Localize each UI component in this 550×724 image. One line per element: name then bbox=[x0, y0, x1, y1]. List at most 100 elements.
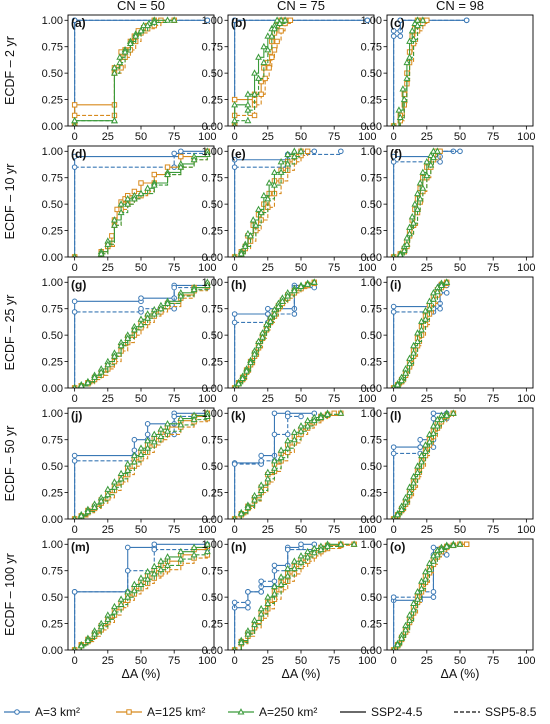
panel: 0 25 50 75 100 0.00 0.25 0.50 0.75 1.00 (b) bbox=[202, 14, 377, 143]
y-tick-label: 0.00 bbox=[361, 252, 382, 264]
data-point bbox=[317, 413, 325, 421]
data-point bbox=[71, 298, 78, 305]
data-point bbox=[271, 168, 278, 175]
data-point bbox=[414, 189, 421, 197]
x-tick-label: 75 bbox=[487, 131, 499, 143]
data-point bbox=[433, 147, 441, 154]
data-point bbox=[235, 379, 243, 387]
data-point bbox=[71, 164, 78, 170]
data-point bbox=[177, 547, 185, 555]
data-point bbox=[84, 378, 92, 386]
data-point bbox=[237, 509, 245, 517]
ecdf-line bbox=[74, 418, 208, 519]
data-point bbox=[364, 17, 371, 24]
data-point bbox=[171, 284, 177, 291]
x-tick-label: 0 bbox=[232, 262, 238, 274]
data-point bbox=[410, 341, 417, 349]
data-point bbox=[131, 436, 138, 443]
y-tick-label: 0.25 bbox=[202, 356, 223, 368]
data-point bbox=[304, 416, 312, 424]
data-point bbox=[190, 543, 198, 550]
series-A250-SSP5-8.5 bbox=[391, 147, 441, 257]
data-point bbox=[297, 427, 305, 434]
data-point bbox=[244, 106, 252, 113]
panel-plot-area bbox=[231, 409, 345, 519]
data-point bbox=[117, 595, 125, 602]
data-point bbox=[71, 116, 79, 124]
y-tick-label: 0.50 bbox=[42, 330, 63, 342]
x-tick-label: 75 bbox=[168, 131, 180, 143]
data-point bbox=[164, 299, 171, 306]
ecdf-line bbox=[234, 413, 342, 519]
data-point bbox=[157, 565, 165, 573]
data-point bbox=[422, 441, 429, 448]
data-point bbox=[144, 21, 152, 29]
data-point bbox=[414, 205, 421, 212]
data-point bbox=[138, 295, 144, 301]
data-point bbox=[426, 437, 433, 445]
data-point bbox=[117, 600, 125, 608]
data-point bbox=[266, 65, 272, 71]
data-point bbox=[273, 16, 281, 23]
data-point bbox=[124, 544, 131, 551]
ecdf-line bbox=[234, 413, 335, 519]
series-A125-SSP2-4.5 bbox=[71, 148, 211, 257]
data-point bbox=[277, 158, 285, 165]
data-point bbox=[265, 179, 273, 186]
data-point bbox=[237, 638, 245, 646]
data-point bbox=[71, 102, 78, 108]
data-point bbox=[304, 148, 311, 154]
data-point bbox=[255, 341, 262, 349]
x-tick-label: 50 bbox=[135, 524, 147, 536]
x-tick-label: 50 bbox=[135, 655, 147, 667]
x-tick-label: 25 bbox=[421, 655, 433, 667]
data-point bbox=[164, 427, 171, 434]
y-tick-label: 0.00 bbox=[202, 252, 223, 264]
data-point bbox=[264, 474, 272, 482]
data-point bbox=[97, 497, 105, 504]
ecdf-line bbox=[74, 154, 208, 257]
y-tick-label: 0.00 bbox=[202, 121, 223, 133]
legend: A=3 km² A=125 km² A=250 km² SSP2-4.5 SSP5-8.… bbox=[4, 705, 537, 719]
y-tick-label: 0.50 bbox=[202, 68, 223, 80]
y-tick-label: 0.50 bbox=[361, 68, 382, 80]
y-tick-label: 1.00 bbox=[202, 277, 223, 289]
panel-label: (o) bbox=[390, 540, 405, 554]
y-tick-label: 0.25 bbox=[202, 94, 223, 106]
data-point bbox=[406, 229, 414, 237]
data-point bbox=[394, 510, 402, 518]
data-point bbox=[437, 305, 443, 312]
data-point bbox=[398, 505, 406, 512]
data-point bbox=[137, 27, 145, 34]
row-label: ECDF – 10 yr bbox=[3, 164, 17, 240]
data-point bbox=[310, 548, 318, 556]
series-A3-SSP2-4.5 bbox=[390, 148, 457, 257]
panel-label: (f) bbox=[390, 147, 402, 161]
legend-entry: A=3 km² bbox=[4, 705, 80, 719]
panel-label: (c) bbox=[390, 16, 405, 30]
data-point bbox=[258, 589, 264, 595]
data-point bbox=[164, 420, 171, 427]
data-point bbox=[245, 604, 251, 611]
y-tick-label: 0.50 bbox=[202, 330, 223, 342]
data-point bbox=[406, 359, 414, 367]
data-point bbox=[245, 599, 251, 606]
data-point bbox=[264, 468, 272, 475]
data-point bbox=[190, 285, 198, 293]
data-point bbox=[263, 324, 270, 332]
data-point bbox=[426, 565, 433, 573]
x-tick-label: 25 bbox=[262, 131, 274, 143]
data-point bbox=[414, 462, 421, 469]
data-point bbox=[247, 232, 255, 239]
panel-plot-area bbox=[71, 409, 211, 519]
x-tick-label: 50 bbox=[454, 655, 466, 667]
data-point bbox=[144, 444, 152, 451]
y-tick-label: 0.75 bbox=[42, 173, 63, 185]
column-title: CN = 75 bbox=[277, 0, 325, 13]
data-point bbox=[281, 16, 289, 23]
y-tick-label: 0.25 bbox=[42, 94, 63, 106]
x-tick-label: 100 bbox=[198, 131, 216, 143]
series-A250-SSP5-8.5 bbox=[72, 281, 211, 388]
data-point bbox=[437, 281, 445, 288]
data-point bbox=[311, 148, 318, 155]
